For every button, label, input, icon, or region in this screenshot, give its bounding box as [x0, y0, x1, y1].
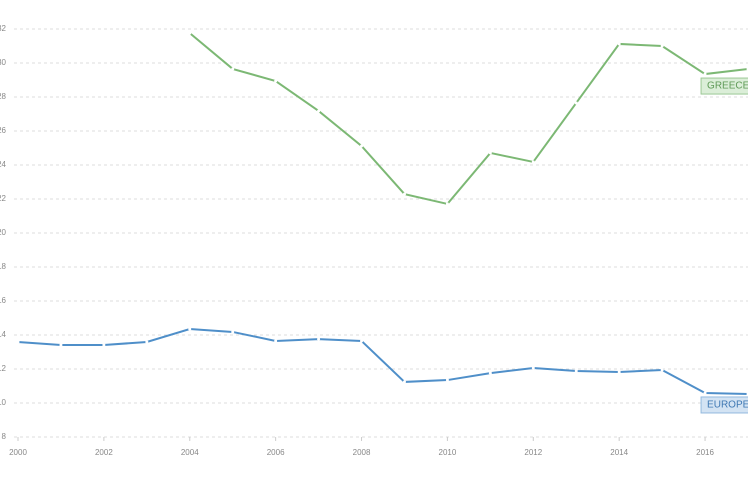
point — [488, 371, 492, 375]
y-tick-label: 30 — [0, 58, 7, 67]
point — [402, 192, 406, 196]
y-tick-label: 32 — [0, 24, 7, 33]
series-label-text: GREECE — [707, 81, 748, 92]
x-tick-label: 2000 — [9, 448, 27, 457]
point — [59, 343, 63, 347]
point — [360, 144, 364, 148]
point — [317, 109, 321, 113]
point — [274, 79, 278, 83]
point — [574, 101, 578, 105]
point — [317, 337, 321, 341]
point — [660, 368, 664, 372]
y-tick-label: 28 — [0, 92, 7, 101]
point — [188, 31, 192, 35]
point — [360, 339, 364, 343]
y-tick-label: 24 — [0, 160, 7, 169]
y-tick-label: 26 — [0, 126, 7, 135]
point — [703, 72, 707, 76]
point — [231, 330, 235, 334]
point — [531, 366, 535, 370]
point — [617, 42, 621, 46]
point — [102, 343, 106, 347]
y-tick-label: 20 — [0, 228, 7, 237]
point — [274, 339, 278, 343]
series-label-box — [700, 396, 748, 414]
y-tick-label: 18 — [0, 262, 7, 271]
x-tick-label: 2002 — [95, 448, 113, 457]
point — [660, 44, 664, 48]
series-line — [17, 328, 748, 395]
point — [445, 202, 449, 206]
point — [402, 380, 406, 384]
y-tick-label: 12 — [0, 364, 7, 373]
series-line — [189, 32, 748, 206]
x-tick-label: 2010 — [439, 448, 457, 457]
x-tick-label: 2014 — [610, 448, 628, 457]
y-tick-label: 14 — [0, 330, 7, 339]
point — [231, 67, 235, 71]
point — [617, 370, 621, 374]
series-label: GREECE — [700, 77, 748, 95]
point — [188, 327, 192, 331]
x-tick-label: 2006 — [267, 448, 285, 457]
point — [703, 391, 707, 395]
point — [488, 151, 492, 155]
x-tick-label: 2016 — [696, 448, 714, 457]
x-tick-label: 2012 — [524, 448, 542, 457]
point — [145, 340, 149, 344]
point — [574, 369, 578, 373]
y-tick-label: 16 — [0, 296, 7, 305]
y-tick-label: 8 — [2, 432, 7, 441]
x-tick-label: 2008 — [353, 448, 371, 457]
y-tick-label: 22 — [0, 194, 7, 203]
x-tick-label: 2004 — [181, 448, 199, 457]
point — [16, 340, 20, 344]
series-label-box — [700, 77, 748, 95]
y-tick-label: 10 — [0, 398, 7, 407]
point — [531, 160, 535, 164]
point — [445, 378, 449, 382]
series-label-text: EUROPEAN UNION — [707, 400, 748, 411]
series-label: EUROPEAN UNION — [700, 396, 748, 414]
